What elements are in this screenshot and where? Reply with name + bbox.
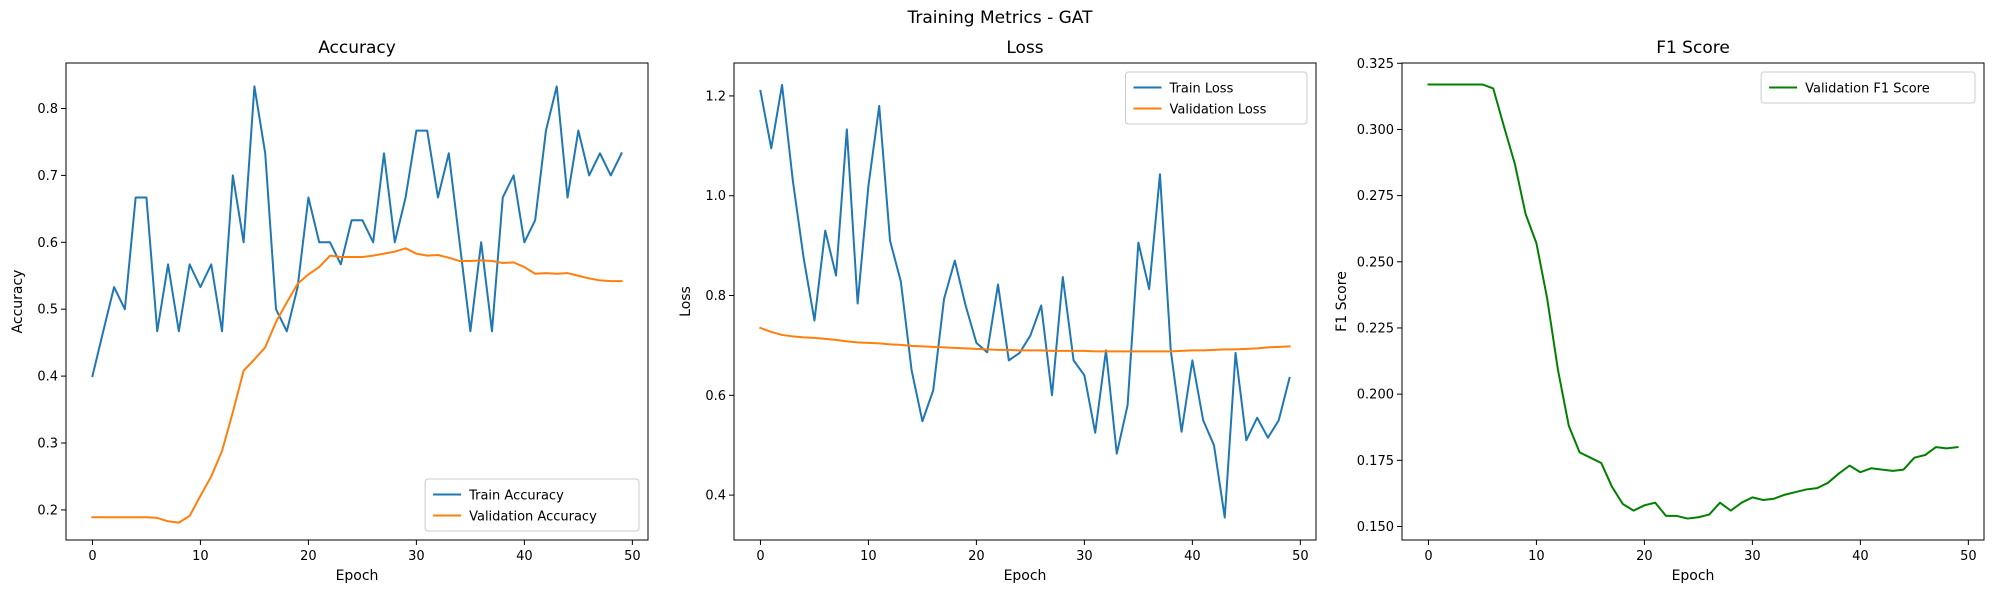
chart-title: Accuracy	[318, 38, 396, 58]
legend-box	[1125, 71, 1308, 125]
y-tick-label: 0.4	[37, 370, 58, 385]
y-tick-label: 0.7	[37, 169, 58, 184]
y-tick-label: 0.2	[37, 503, 58, 518]
legend-box	[424, 478, 640, 532]
series-line-2	[91, 247, 623, 524]
y-tick-label: 0.200	[1357, 388, 1394, 403]
x-tick-label: 10	[860, 549, 877, 564]
series-line-1	[91, 85, 623, 378]
y-tick-label: 0.325	[1357, 57, 1394, 72]
x-axis-label: Epoch	[1672, 568, 1715, 584]
x-tick-label: 50	[624, 549, 641, 564]
x-tick-label: 30	[1744, 549, 1761, 564]
y-axis-label: Accuracy	[10, 270, 26, 334]
x-tick-label: 40	[1184, 549, 1201, 564]
x-tick-label: 0	[1424, 549, 1432, 564]
y-axis-label: F1 Score	[1334, 271, 1350, 332]
chart-title: F1 Score	[1656, 38, 1730, 58]
y-tick-label: 0.225	[1357, 321, 1394, 336]
chart-1: Accuracy 0 10 20 30 40 50 0.2 0.3 0.4 0.5 0.6 0.7 0.8…	[10, 38, 649, 584]
x-tick-label: 50	[1960, 549, 1977, 564]
legend: Validation F1 Score	[1760, 71, 1976, 104]
x-tick-label: 0	[88, 549, 96, 564]
y-tick-label: 0.6	[705, 389, 726, 404]
y-tick-label: 0.3	[37, 436, 58, 451]
x-tick-label: 0	[756, 549, 764, 564]
y-tick-label: 1.0	[705, 189, 726, 204]
x-axis-label: Epoch	[1004, 568, 1047, 584]
chart-title: Loss	[1006, 38, 1043, 58]
x-tick-label: 20	[300, 549, 317, 564]
chart-3: F1 Score 0 10 20 30 40 50 0.150 0.175 0.200 0.225 0…	[1334, 38, 1985, 584]
axes-frame	[1401, 62, 1985, 541]
legend-box	[1760, 71, 1976, 104]
y-tick-label: 0.150	[1357, 520, 1394, 535]
y-tick-label: 0.5	[37, 303, 58, 318]
y-tick-label: 0.300	[1357, 123, 1394, 138]
x-tick-label: 30	[1076, 549, 1093, 564]
x-tick-label: 40	[516, 549, 533, 564]
axes-frame	[733, 62, 1317, 541]
y-tick-label: 0.8	[705, 289, 726, 304]
series-line-2	[759, 326, 1291, 353]
x-tick-label: 20	[968, 549, 985, 564]
figure-title: Training Metrics - GAT	[907, 8, 1093, 28]
legend: Train Accuracy Validation Accuracy	[424, 478, 640, 532]
legend-label: Train Accuracy	[468, 489, 564, 504]
legend-label: Validation F1 Score	[1805, 82, 1930, 97]
y-tick-label: 1.2	[705, 89, 726, 104]
x-tick-label: 40	[1852, 549, 1869, 564]
y-tick-label: 0.4	[705, 489, 726, 504]
x-axis-label: Epoch	[336, 568, 379, 584]
series-line-1	[759, 83, 1291, 519]
legend-label: Train Loss	[1169, 82, 1234, 97]
x-tick-label: 20	[1636, 549, 1653, 564]
y-tick-label: 0.175	[1357, 454, 1394, 469]
y-tick-label: 0.250	[1357, 255, 1394, 270]
x-tick-label: 10	[192, 549, 209, 564]
x-tick-label: 50	[1292, 549, 1309, 564]
series-line-1	[1427, 83, 1959, 520]
legend: Train Loss Validation Loss	[1125, 71, 1308, 125]
y-axis-label: Loss	[678, 286, 694, 317]
x-tick-label: 10	[1528, 549, 1545, 564]
y-tick-label: 0.6	[37, 236, 58, 251]
y-tick-label: 0.8	[37, 102, 58, 117]
axes-frame	[65, 62, 649, 541]
legend-label: Validation Accuracy	[469, 510, 597, 525]
x-tick-label: 30	[408, 549, 425, 564]
legend-label: Validation Loss	[1170, 103, 1267, 118]
chart-2: Loss 0 10 20 30 40 50 0.4 0.6 0.8 1.0 1.2 Epoch Loss T…	[678, 38, 1317, 584]
y-tick-label: 0.275	[1357, 189, 1394, 204]
